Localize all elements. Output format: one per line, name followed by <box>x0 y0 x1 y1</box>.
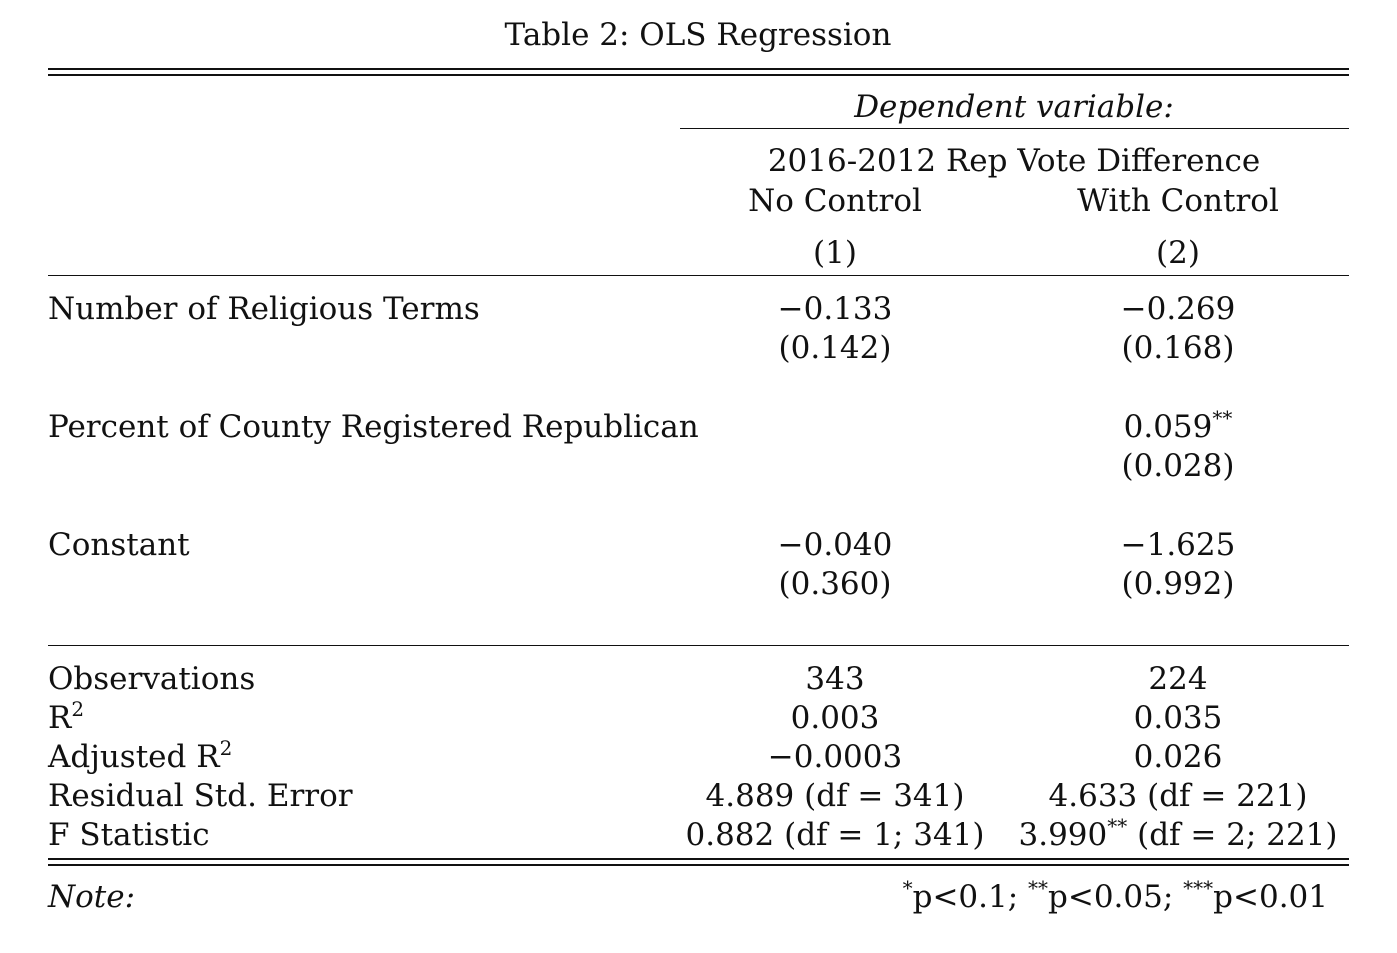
stat-observations-col2: 224 <box>1148 661 1208 697</box>
dependent-variable-rule <box>680 128 1349 129</box>
stat-adjusted-r2-col2: 0.026 <box>1133 739 1223 775</box>
stat-r2-col2: 0.035 <box>1133 700 1223 736</box>
bottom-rule-2 <box>48 864 1349 866</box>
stat-label-residual-std-error: Residual Std. Error <box>48 778 353 814</box>
row-label-constant: Constant <box>48 527 190 563</box>
dependent-variable-name: 2016-2012 Rep Vote Difference <box>767 143 1261 179</box>
col2-name: With Control <box>1077 183 1279 219</box>
stat-residual-std-error-col1: 4.889 (df = 341) <box>705 778 965 814</box>
se-percent-republican-col2: (0.028) <box>1121 448 1235 484</box>
dependent-variable-label: Dependent variable: <box>854 89 1174 125</box>
top-rule-2 <box>48 74 1349 76</box>
coef-religious-terms-col2: −0.269 <box>1120 291 1236 327</box>
stat-r2-col1: 0.003 <box>790 700 880 736</box>
col2-number: (2) <box>1156 235 1200 271</box>
note-significance: *p<0.1; **p<0.05; ***p<0.01 <box>902 876 1328 915</box>
coef-religious-terms-col1: −0.133 <box>777 291 893 327</box>
stat-f-statistic-col1: 0.882 (df = 1; 341) <box>685 817 985 853</box>
table-title: Table 2: OLS Regression <box>504 17 892 53</box>
coef-constant-col1: −0.040 <box>777 527 893 563</box>
stat-observations-col1: 343 <box>805 661 865 697</box>
row-label-percent-republican: Percent of County Registered Republican <box>48 409 699 445</box>
row-label-religious-terms: Number of Religious Terms <box>48 291 480 327</box>
stats-rule <box>48 645 1349 646</box>
coef-percent-republican-col2: 0.059** <box>1123 406 1233 445</box>
se-constant-col2: (0.992) <box>1121 566 1235 602</box>
stat-adjusted-r2-col1: −0.0003 <box>767 739 903 775</box>
stat-f-statistic-col2: 3.990** (df = 2; 221) <box>1018 814 1338 853</box>
coef-constant-col2: −1.625 <box>1120 527 1236 563</box>
significance-stars: ** <box>1212 406 1233 430</box>
stat-label-f-statistic: F Statistic <box>48 817 210 853</box>
stat-label-adjusted-r2: Adjusted R2 <box>48 736 233 775</box>
note-label: Note: <box>48 879 136 915</box>
bottom-rule-1 <box>48 858 1349 860</box>
se-constant-col1: (0.360) <box>778 566 892 602</box>
stat-residual-std-error-col2: 4.633 (df = 221) <box>1048 778 1308 814</box>
stat-label-observations: Observations <box>48 661 256 697</box>
se-religious-terms-col1: (0.142) <box>778 330 892 366</box>
col1-number: (1) <box>813 235 857 271</box>
col1-name: No Control <box>748 183 922 219</box>
se-religious-terms-col2: (0.168) <box>1121 330 1235 366</box>
stat-label-r2: R2 <box>48 697 85 736</box>
header-rule <box>48 275 1349 276</box>
top-rule-1 <box>48 68 1349 70</box>
